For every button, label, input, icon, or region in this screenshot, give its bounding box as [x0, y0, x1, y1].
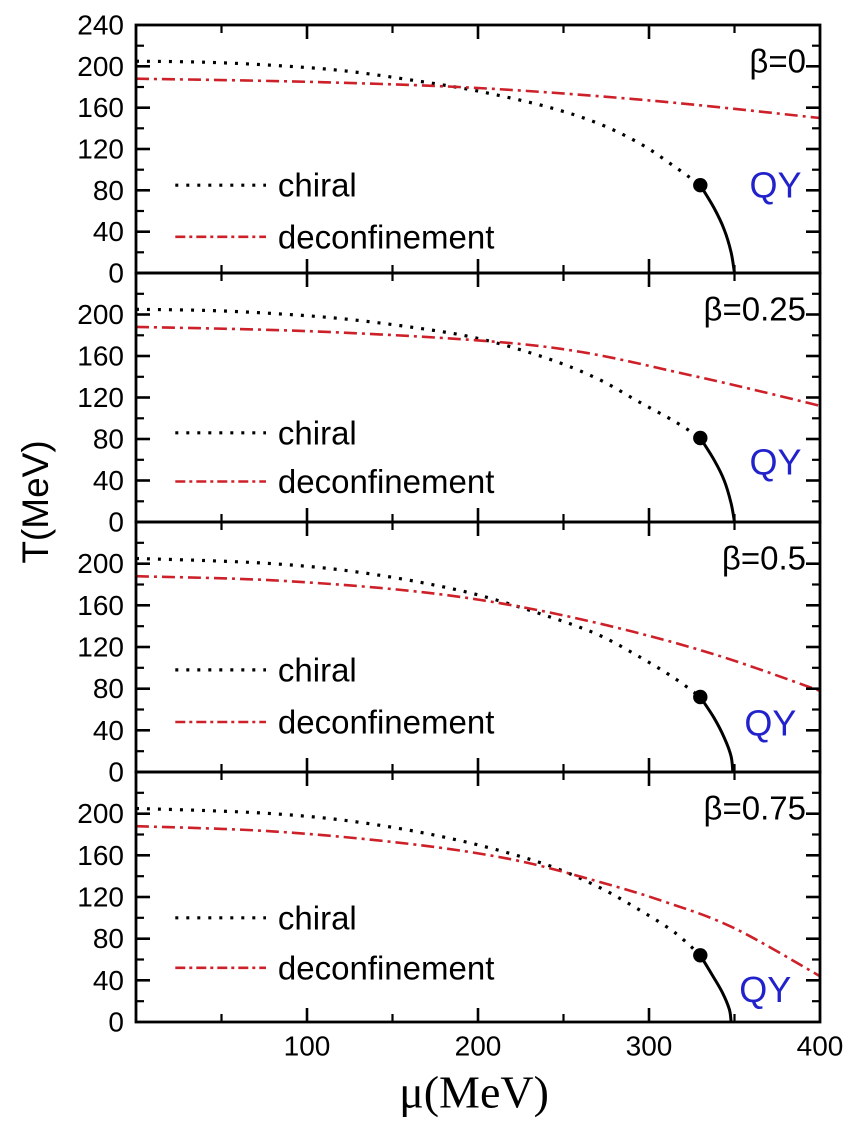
- y-axis-title: T(MeV): [15, 440, 56, 564]
- y-tick-label: 120: [77, 382, 124, 413]
- critical-point-dot: [693, 178, 708, 193]
- beta-label: β=0.5: [722, 540, 806, 577]
- x-tick-label: 100: [284, 1031, 331, 1062]
- chiral-curve: [135, 59, 702, 187]
- legend-chiral-label: chiral: [278, 414, 357, 451]
- panel-beta-0_75: 200 160 120 80 40 0 β=0.75 QY chiral deconfinemen…: [77, 770, 822, 1038]
- y-tick-label: 0: [108, 507, 124, 538]
- first-order-curve: [699, 696, 735, 773]
- critical-point-dot: [693, 430, 708, 446]
- legend-deconfinement-label: deconfinement: [278, 463, 494, 500]
- chiral-curve: [135, 307, 702, 440]
- chiral-curve: [135, 806, 702, 957]
- qy-label: QY: [744, 703, 796, 744]
- y-tick-label: 160: [77, 341, 124, 372]
- y-tick-label: 40: [93, 715, 124, 746]
- deconfinement-curve: [135, 77, 821, 120]
- y-tick-label: 160: [77, 590, 124, 621]
- legend: chiral deconfinement: [175, 651, 494, 741]
- legend-deconfinement-label: deconfinement: [278, 949, 494, 986]
- tick-marks: [136, 522, 820, 772]
- y-tick-label: 40: [93, 965, 124, 996]
- y-tick-label: 120: [77, 632, 124, 663]
- y-tick-label: 40: [93, 216, 124, 247]
- y-tick-label: 80: [93, 175, 124, 206]
- y-tick-label: 80: [93, 923, 124, 954]
- chiral-curve: [135, 556, 702, 699]
- y-tick-label: 200: [77, 798, 124, 829]
- panel-beta-0_25: 200 160 120 80 40 0 β=0.25 QY chiral deconfinemen…: [77, 271, 822, 538]
- critical-point-dot: [693, 948, 708, 963]
- qy-label: QY: [749, 165, 801, 206]
- y-tick-label: 0: [108, 1007, 124, 1038]
- first-order-curve: [699, 184, 736, 274]
- beta-label: β=0: [749, 43, 806, 80]
- deconfinement-curve: [135, 824, 821, 978]
- x-tick-label: 200: [455, 1031, 502, 1062]
- panel-beta-0_5: 200 160 120 80 40 0 β=0.5 QY chiral deconfinement: [77, 520, 822, 788]
- legend-chiral-label: chiral: [278, 651, 357, 688]
- qy-label: QY: [749, 441, 801, 482]
- legend-chiral-label: chiral: [278, 167, 357, 204]
- x-tick-label: 400: [797, 1031, 844, 1062]
- y-tick-label: 120: [77, 882, 124, 913]
- legend-deconfinement-label: deconfinement: [278, 218, 494, 255]
- tick-marks: [136, 273, 820, 522]
- critical-point-dot: [693, 689, 708, 705]
- y-tick-label: 40: [93, 465, 124, 496]
- x-tick-label: 300: [626, 1031, 673, 1062]
- y-tick-label: 160: [77, 840, 124, 871]
- first-order-curve: [699, 437, 736, 523]
- tick-marks: [136, 772, 820, 1022]
- tick-marks: [136, 25, 820, 273]
- y-tick-label: 240: [77, 10, 124, 41]
- deconfinement-curve: [135, 325, 821, 408]
- y-tick-label: 200: [77, 299, 124, 330]
- y-tick-label: 0: [108, 757, 124, 788]
- first-order-curve: [699, 954, 733, 1023]
- deconfinement-curve: [135, 574, 821, 693]
- legend: chiral deconfinement: [175, 167, 494, 255]
- qy-label: QY: [739, 969, 791, 1010]
- beta-label: β=0.25: [704, 291, 806, 328]
- y-tick-label: 120: [77, 134, 124, 165]
- legend-deconfinement-label: deconfinement: [278, 704, 494, 741]
- y-tick-label: 200: [77, 51, 124, 82]
- legend: chiral deconfinement: [175, 899, 494, 986]
- y-tick-label: 80: [93, 424, 124, 455]
- panel-beta-0: 240 200 160 120 80 40 0 β=0 QY chiral deconfinemen…: [77, 10, 822, 289]
- y-tick-label: 160: [77, 92, 124, 123]
- y-tick-label: 80: [93, 673, 124, 704]
- y-tick-label: 200: [77, 548, 124, 579]
- y-tick-label: 0: [108, 258, 124, 289]
- beta-label: β=0.75: [704, 790, 806, 827]
- x-axis-title: μ(MeV): [399, 1066, 549, 1118]
- legend: chiral deconfinement: [175, 414, 494, 500]
- legend-chiral-label: chiral: [278, 899, 357, 936]
